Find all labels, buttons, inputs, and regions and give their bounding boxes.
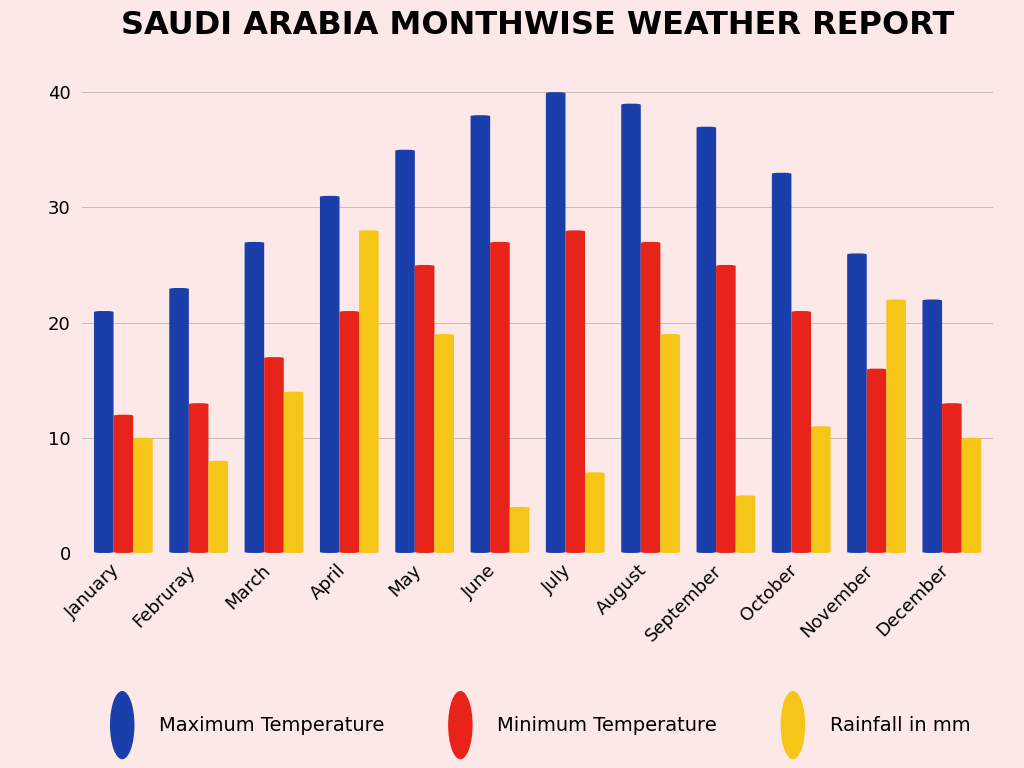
FancyBboxPatch shape — [622, 104, 641, 553]
FancyBboxPatch shape — [923, 300, 942, 553]
FancyBboxPatch shape — [415, 265, 434, 553]
FancyBboxPatch shape — [962, 438, 981, 553]
FancyBboxPatch shape — [471, 115, 490, 553]
FancyBboxPatch shape — [847, 253, 866, 553]
FancyBboxPatch shape — [94, 311, 114, 553]
FancyBboxPatch shape — [340, 311, 359, 553]
FancyBboxPatch shape — [772, 173, 792, 553]
FancyBboxPatch shape — [209, 461, 228, 553]
FancyBboxPatch shape — [510, 507, 529, 553]
FancyBboxPatch shape — [114, 415, 133, 553]
FancyBboxPatch shape — [660, 334, 680, 553]
FancyBboxPatch shape — [188, 403, 209, 553]
FancyBboxPatch shape — [395, 150, 415, 553]
FancyBboxPatch shape — [245, 242, 264, 553]
FancyBboxPatch shape — [792, 311, 811, 553]
FancyBboxPatch shape — [169, 288, 188, 553]
FancyBboxPatch shape — [565, 230, 585, 553]
FancyBboxPatch shape — [264, 357, 284, 553]
FancyBboxPatch shape — [716, 265, 735, 553]
Title: SAUDI ARABIA MONTHWISE WEATHER REPORT: SAUDI ARABIA MONTHWISE WEATHER REPORT — [121, 11, 954, 41]
FancyBboxPatch shape — [942, 403, 962, 553]
FancyBboxPatch shape — [546, 92, 565, 553]
FancyBboxPatch shape — [585, 472, 604, 553]
FancyBboxPatch shape — [887, 300, 906, 553]
FancyBboxPatch shape — [133, 438, 153, 553]
FancyBboxPatch shape — [284, 392, 303, 553]
FancyBboxPatch shape — [866, 369, 887, 553]
FancyBboxPatch shape — [735, 495, 756, 553]
Legend: Maximum Temperature, Minimum Temperature, Rainfall in mm: Maximum Temperature, Minimum Temperature… — [104, 703, 971, 746]
FancyBboxPatch shape — [696, 127, 716, 553]
FancyBboxPatch shape — [490, 242, 510, 553]
FancyBboxPatch shape — [434, 334, 454, 553]
FancyBboxPatch shape — [811, 426, 830, 553]
FancyBboxPatch shape — [359, 230, 379, 553]
FancyBboxPatch shape — [319, 196, 340, 553]
FancyBboxPatch shape — [641, 242, 660, 553]
